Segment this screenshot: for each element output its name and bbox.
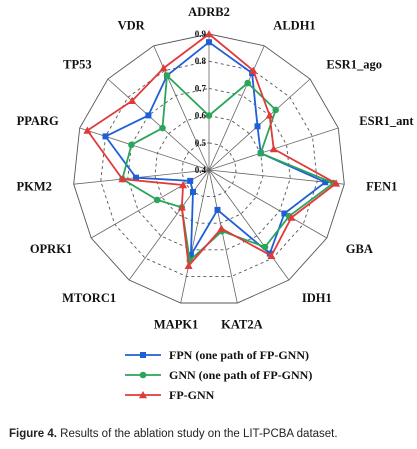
data-point-0-pparg <box>102 133 109 140</box>
axis-label-idh1: IDH1 <box>302 291 332 305</box>
data-point-1-esr1_ago <box>272 106 280 114</box>
spoke-mapk1 <box>180 169 210 304</box>
legend-label-2: FP-GNN <box>169 388 215 402</box>
data-point-0-esr1_ago <box>254 123 261 130</box>
legend-label-1: GNN (one path of FP-GNN) <box>169 368 312 382</box>
figure-caption: Figure 4. Results of the ablation study … <box>9 428 409 440</box>
axis-label-adrb2: ADRB2 <box>188 5 230 19</box>
axis-label-tp53: TP53 <box>63 57 91 71</box>
figure-caption-label: Figure 4. <box>9 428 57 440</box>
data-point-2-esr1_ant <box>269 145 278 153</box>
spoke-mtorc1 <box>128 169 210 281</box>
axis-label-esr1_ant: ESR1_ant <box>359 114 414 128</box>
data-point-0-pkm2 <box>133 174 139 181</box>
data-point-1-esr1_ant <box>257 149 265 157</box>
series-line-0 <box>104 41 327 257</box>
data-point-2-vdr <box>159 64 168 72</box>
data-point-2-oprk1 <box>179 181 188 189</box>
data-point-2-esr1_ago <box>265 111 274 119</box>
data-point-0-tp53 <box>145 112 152 119</box>
spoke-aldh1 <box>208 45 265 171</box>
spoke-pkm2 <box>73 169 210 185</box>
data-point-1-oprk1 <box>153 196 161 204</box>
data-point-2-pkm2 <box>118 175 127 183</box>
spoke-tp53 <box>107 78 210 171</box>
figure-caption-text: Results of the ablation study on the LIT… <box>56 428 338 440</box>
tick-label: 0.8 <box>195 56 207 66</box>
legend-marker-1 <box>139 371 147 379</box>
data-point-1-vdr <box>163 72 171 79</box>
tick-label: 0.9 <box>195 29 207 39</box>
series-line-2 <box>86 33 338 267</box>
data-point-1-aldh1 <box>244 79 251 87</box>
data-point-0-idh1 <box>266 250 273 257</box>
radar-chart-svg: 0.4 0.5 0.6 0.7 0.8 0.9 ADRB2 ALDH1 ESR1_ago ESR1… <box>16 5 414 402</box>
spoke-idh1 <box>208 169 290 281</box>
tick-label: 0.6 <box>195 111 207 121</box>
data-point-2-fen1 <box>332 179 341 187</box>
data-point-0-gba <box>281 210 288 217</box>
legend-marker-2 <box>139 391 147 399</box>
axis-label-oprk1: OPRK1 <box>30 242 72 256</box>
tick-label: 0.5 <box>195 138 207 148</box>
data-point-0-fen1 <box>322 179 329 186</box>
data-point-2-mtorc1 <box>177 203 186 211</box>
tick-label: 0.7 <box>195 83 207 93</box>
axis-label-aldh1: ALDH1 <box>273 19 315 33</box>
grid-ring <box>181 142 237 198</box>
spoke-pparg <box>79 127 210 171</box>
tick-label: 0.4 <box>195 165 207 175</box>
axis-label-pparg: PPARG <box>17 114 59 128</box>
data-point-1-pparg <box>128 141 135 149</box>
data-point-2-idh1 <box>267 251 276 259</box>
axis-label-mtorc1: MTORC1 <box>62 291 116 305</box>
data-point-2-mapk1 <box>184 261 193 269</box>
legend-label-0: FPN (one path of FP-GNN) <box>169 348 309 362</box>
spoke-fen1 <box>208 169 345 185</box>
axis-label-mapk1: MAPK1 <box>154 318 198 332</box>
data-point-2-gba <box>287 213 296 221</box>
data-point-2-adrb2 <box>205 30 213 38</box>
axis-label-gba: GBA <box>346 242 373 256</box>
data-point-0-adrb2 <box>206 39 212 46</box>
axis-label-pkm2: PKM2 <box>16 180 51 194</box>
grid-ring <box>100 60 318 277</box>
data-point-1-tp53 <box>159 124 166 132</box>
data-point-2-aldh1 <box>249 66 258 74</box>
data-point-2-kat2a <box>217 224 226 232</box>
axis-label-esr1_ago: ESR1_ago <box>326 57 382 71</box>
data-point-1-adrb2 <box>205 112 213 119</box>
spoke-gba <box>208 169 327 239</box>
grid-ring <box>73 33 345 304</box>
legend-marker-0 <box>140 352 146 358</box>
data-point-0-mapk1 <box>187 252 194 259</box>
data-point-0-kat2a <box>214 206 221 213</box>
data-point-1-idh1 <box>261 243 269 251</box>
axis-label-fen1: FEN1 <box>366 180 397 194</box>
data-point-2-tp53 <box>128 96 137 104</box>
data-point-2-pparg <box>83 126 92 134</box>
spoke-kat2a <box>208 169 238 304</box>
data-point-0-oprk1 <box>187 177 194 184</box>
data-point-0-mtorc1 <box>190 189 196 195</box>
grid-ring <box>127 87 291 251</box>
axis-label-vdr: VDR <box>118 19 146 33</box>
axis-label-kat2a: KAT2A <box>221 318 262 332</box>
